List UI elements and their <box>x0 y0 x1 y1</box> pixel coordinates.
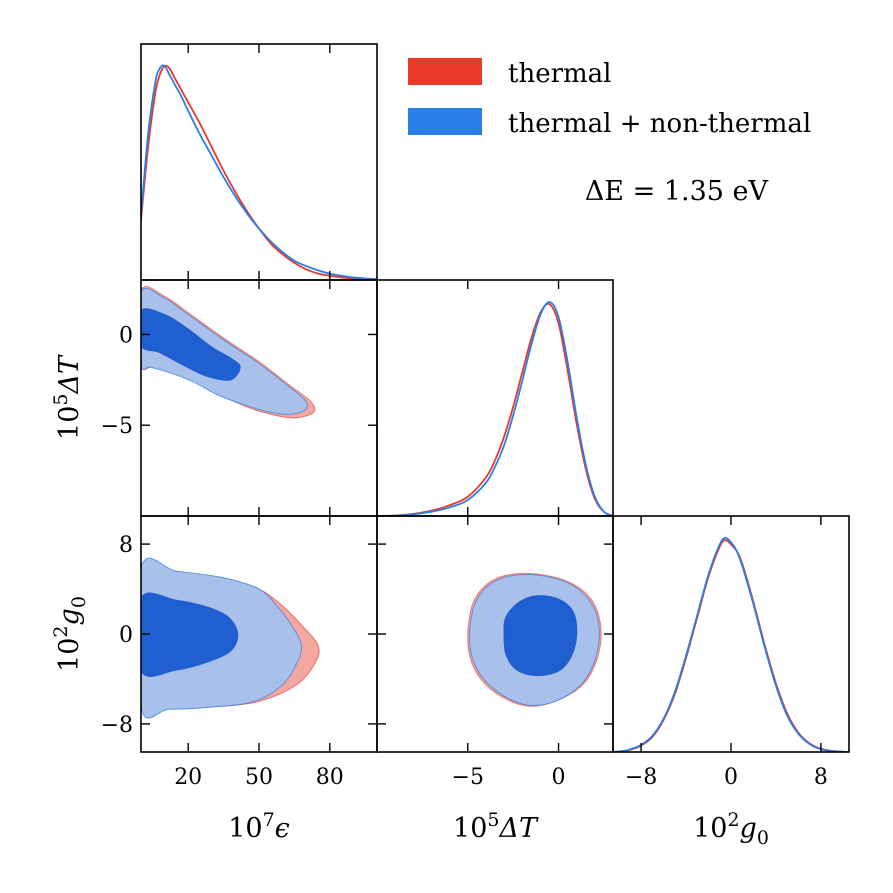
panel-marginal-epsilon-plot-area <box>141 64 377 280</box>
x-tick-label-epsilon-2: 80 <box>316 765 344 790</box>
marginal-line-nonthermal-epsilon <box>141 64 377 280</box>
panel-g0_vs_epsilon-plot-area <box>141 557 320 719</box>
panel-marginal-deltaT <box>376 279 614 517</box>
y-tick-label-g0-0: −8 <box>101 713 133 738</box>
legend-swatch-thermal-nonthermal <box>408 108 482 135</box>
contour-inner-g0_vs_epsilon <box>141 592 239 677</box>
panel-g0_vs_deltaT <box>376 515 614 753</box>
annotation-delta-e: ΔE = 1.35 eV <box>585 176 769 207</box>
legend-label-thermal-nonthermal: thermal + non-thermal <box>508 109 811 139</box>
x-tick-label-g0-2: 8 <box>814 765 828 790</box>
x-tick-label-g0-0: −8 <box>625 765 657 790</box>
panel-g0_vs_epsilon <box>140 515 378 753</box>
marginal-line-thermal-epsilon <box>141 64 377 280</box>
marginal-line-nonthermal-g0 <box>613 537 849 752</box>
x-tick-label-deltaT-1: 0 <box>552 765 566 790</box>
marginal-line-thermal-g0 <box>613 539 849 752</box>
x-tick-label-g0-1: 0 <box>724 765 738 790</box>
x-tick-label-epsilon-1: 50 <box>245 765 273 790</box>
marginal-line-thermal-deltaT <box>377 302 613 516</box>
legend: thermal thermal + non-thermal <box>408 58 811 139</box>
x-axis-label-g0: 102g0 <box>693 809 769 849</box>
contour-inner-g0_vs_deltaT <box>503 595 578 677</box>
x-axis-label-deltaT: 105ΔT <box>453 809 539 844</box>
panels <box>140 43 850 753</box>
y-tick-label-g0-2: 8 <box>119 533 133 558</box>
y-axis-label-deltaT: 105ΔT <box>50 354 85 440</box>
legend-label-thermal: thermal <box>508 59 611 89</box>
panel-marginal-g0-plot-area <box>613 537 849 752</box>
panel-g0_vs_deltaT-plot-area <box>467 572 602 707</box>
y-tick-label-g0-1: 0 <box>119 623 133 648</box>
ticks <box>141 44 822 752</box>
panel-marginal-deltaT-plot-area <box>377 301 613 516</box>
y-axis-label-g0: 102g0 <box>50 596 90 672</box>
panel-deltaT_vs_epsilon <box>140 279 378 517</box>
x-axis-label-epsilon: 107ϵ <box>228 809 290 844</box>
panel-deltaT_vs_epsilon-plot-area <box>141 286 316 419</box>
x-tick-label-epsilon-0: 20 <box>174 765 202 790</box>
panel-marginal-epsilon <box>140 43 378 281</box>
marginal-line-nonthermal-deltaT <box>377 301 613 516</box>
panel-marginal-deltaT-frame <box>376 279 614 517</box>
y-tick-label-deltaT-1: 0 <box>119 323 133 348</box>
y-tick-label-deltaT-0: −5 <box>101 414 133 439</box>
panel-marginal-g0 <box>612 515 850 753</box>
legend-swatch-thermal <box>408 58 482 85</box>
axis-labels: 20 50 80 −5 0 −8 0 8 −5 0 −8 0 8 107ϵ 105ΔT 102g0 105ΔT 1… <box>50 323 828 849</box>
contour-outer-nonthermal-deltaT_vs_epsilon <box>141 287 308 415</box>
x-tick-label-deltaT-0: −5 <box>452 765 484 790</box>
contour-inner-deltaT_vs_epsilon <box>141 308 241 381</box>
panel-marginal-g0-frame <box>612 515 850 753</box>
